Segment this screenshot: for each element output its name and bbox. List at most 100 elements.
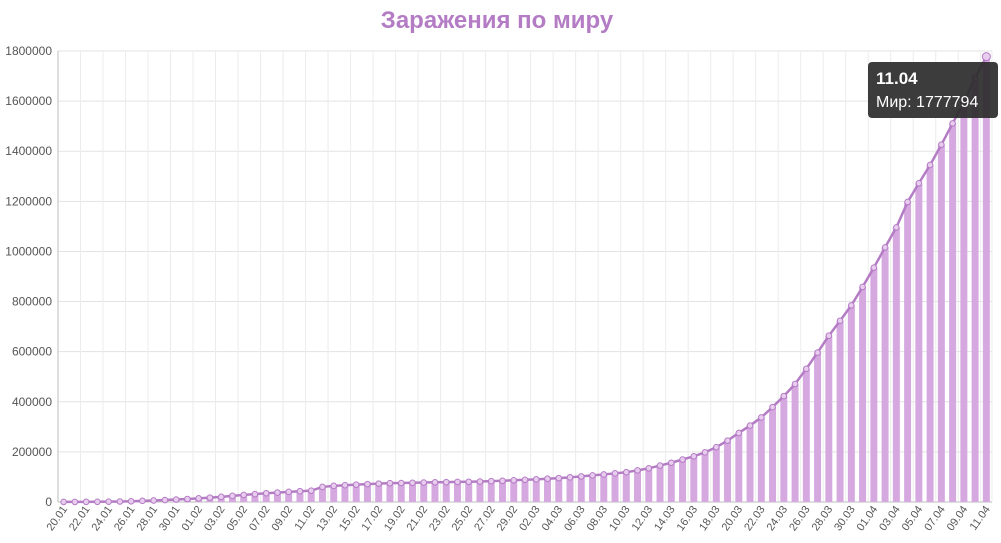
data-point <box>622 468 630 476</box>
y-tick-label: 1200000 <box>5 194 52 208</box>
bar <box>544 478 551 502</box>
data-point <box>251 490 259 498</box>
data-point <box>780 392 788 400</box>
x-tick-label: 07.02 <box>247 504 273 533</box>
x-tick-label: 27.02 <box>472 504 498 533</box>
data-point <box>679 456 686 463</box>
tooltip-background <box>868 62 998 118</box>
bar <box>307 490 315 502</box>
x-tick-label: 22.03 <box>742 504 768 533</box>
bar <box>442 482 450 502</box>
data-point <box>161 496 169 504</box>
bar <box>780 396 788 502</box>
y-tick-label: 1000000 <box>5 244 52 258</box>
x-tick-label: 22.01 <box>67 504 93 533</box>
x-tick-label: 29.02 <box>495 504 521 533</box>
bar <box>589 475 597 502</box>
x-tick-label: 20.03 <box>720 504 746 533</box>
bar <box>555 478 563 502</box>
x-tick-label: 30.01 <box>157 504 183 533</box>
bar <box>949 123 957 503</box>
bar <box>634 470 642 502</box>
bar <box>769 407 777 502</box>
tooltip-value: Мир: 1777794 <box>876 94 978 111</box>
data-point <box>870 264 878 271</box>
data-point <box>465 478 473 486</box>
y-tick-label: 200000 <box>12 445 52 459</box>
data-point <box>791 380 799 388</box>
x-axis: 20.0122.0124.0126.0128.0130.0101.0203.02… <box>44 504 992 533</box>
x-tick-label: 19.02 <box>382 504 408 533</box>
bar <box>802 368 810 502</box>
chart-title: Заражения по миру <box>381 7 614 34</box>
data-point <box>589 472 596 479</box>
data-point <box>454 478 461 486</box>
bar <box>757 417 765 502</box>
data-point <box>127 497 135 505</box>
data-point <box>364 480 371 488</box>
data-point <box>701 449 709 456</box>
x-tick-label: 21.02 <box>405 504 431 533</box>
data-point <box>352 481 360 488</box>
x-tick-label: 24.03 <box>765 504 791 533</box>
bar <box>814 352 822 502</box>
data-point <box>240 491 247 499</box>
bar <box>240 494 248 502</box>
y-tick-label: 800000 <box>12 295 52 309</box>
data-point <box>397 479 405 487</box>
bar <box>510 480 518 502</box>
bar <box>408 482 416 502</box>
data-point <box>499 477 506 485</box>
data-point <box>229 492 236 500</box>
bar <box>847 305 855 502</box>
data-point <box>566 474 574 481</box>
x-tick-label: 16.03 <box>675 504 701 533</box>
y-tick-label: 1400000 <box>5 144 52 158</box>
x-tick-label: 05.02 <box>225 504 251 533</box>
y-tick-label: 600000 <box>12 345 52 359</box>
x-tick-label: 09.04 <box>945 504 971 533</box>
bar <box>577 476 585 502</box>
x-tick-label: 24.01 <box>89 504 115 533</box>
bar <box>746 425 754 502</box>
data-point <box>981 52 991 62</box>
bar <box>712 447 720 502</box>
data-point <box>803 365 810 373</box>
grid-lines <box>57 50 993 503</box>
data-point <box>105 498 112 505</box>
data-point <box>510 477 518 484</box>
data-point <box>949 120 956 127</box>
bar <box>487 481 495 502</box>
bar <box>476 481 484 502</box>
x-tick-label: 02.03 <box>517 504 543 533</box>
data-point <box>926 161 934 169</box>
y-axis: 0 200000 400000 600000 800000 1000000 1200000 1… <box>5 44 52 509</box>
data-point <box>442 478 450 486</box>
x-tick-label: 11.04 <box>968 504 993 533</box>
bar <box>859 286 867 502</box>
bar <box>375 483 383 502</box>
bar <box>915 183 923 502</box>
bar <box>836 320 844 502</box>
data-point <box>746 422 754 429</box>
data-point <box>60 498 67 506</box>
data-point <box>893 224 900 231</box>
data-point <box>116 498 124 505</box>
data-point <box>634 467 641 474</box>
data-point <box>825 332 833 339</box>
data-point <box>611 470 619 477</box>
data-point <box>667 459 675 467</box>
data-point <box>206 494 214 501</box>
data-point <box>386 479 394 487</box>
data-point <box>769 403 776 411</box>
data-point <box>758 414 765 421</box>
bar <box>273 492 281 502</box>
data-point <box>859 283 866 291</box>
bar <box>892 227 900 502</box>
bar <box>453 481 461 502</box>
bar <box>904 201 912 502</box>
bar <box>431 482 439 502</box>
bar <box>465 481 473 502</box>
x-tick-label: 14.03 <box>652 504 678 533</box>
x-tick-label: 12.03 <box>630 504 656 533</box>
